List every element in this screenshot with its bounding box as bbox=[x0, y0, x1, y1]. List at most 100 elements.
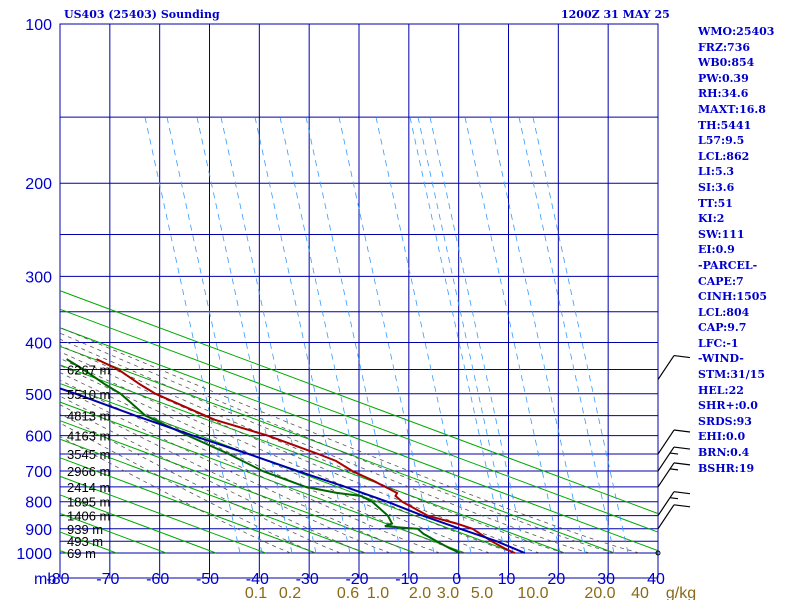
index-panel: WMO:25403 FRZ:736 WB0:854 PW:0.39 RH:34.6 MAX… bbox=[698, 24, 798, 476]
height-label: 2414 m bbox=[67, 480, 110, 495]
barb-flag bbox=[673, 462, 691, 466]
dry-adiabat bbox=[60, 364, 565, 554]
temperature-tick-label: -30 bbox=[296, 571, 319, 588]
dry-adiabat bbox=[60, 420, 416, 554]
wind-barb bbox=[655, 550, 661, 556]
barb-shaft bbox=[657, 355, 675, 380]
mixing-ratio-line bbox=[196, 117, 293, 554]
barb-flag bbox=[673, 354, 691, 359]
moist-adiabat bbox=[60, 436, 291, 554]
moist-adiabat bbox=[60, 372, 466, 554]
index-item: CAP:9.7 bbox=[698, 321, 747, 335]
wind-barb bbox=[657, 446, 691, 472]
pressure-tick-label: 1000 bbox=[16, 546, 52, 563]
mixing-ratio-line bbox=[254, 117, 351, 554]
index-item: LFC:-1 bbox=[698, 336, 739, 350]
index-item: LCL:862 bbox=[698, 149, 750, 163]
index-item: -PARCEL- bbox=[698, 258, 758, 272]
mixing-ratio-label: 20.0 bbox=[584, 585, 615, 600]
dry-adiabat bbox=[60, 308, 658, 533]
dry-adiabat bbox=[60, 401, 466, 554]
temperature-tick-label: 40 bbox=[647, 571, 665, 588]
temperature-tick-label: -50 bbox=[196, 571, 219, 588]
mixing-ratio-line bbox=[429, 117, 526, 554]
index-item: EHI:0.0 bbox=[698, 430, 746, 444]
height-label: 4813 m bbox=[67, 409, 110, 424]
mixing-ratio-label: 0.2 bbox=[279, 585, 301, 600]
index-item: WB0:854 bbox=[698, 56, 755, 70]
parcel-line bbox=[60, 387, 526, 554]
height-label: 6267 m bbox=[67, 363, 110, 378]
index-item: KI:2 bbox=[698, 212, 725, 226]
mixing-ratio-label: 0.1 bbox=[245, 585, 267, 600]
index-item: EI:0.9 bbox=[698, 243, 735, 257]
mixing-ratio-line bbox=[489, 117, 586, 554]
wind-barbs bbox=[655, 354, 691, 556]
dry-adiabat bbox=[60, 438, 366, 554]
wind-barb bbox=[657, 491, 691, 516]
height-label: 2966 m bbox=[67, 464, 110, 479]
mixing-ratio-line bbox=[464, 117, 561, 554]
height-label: 69 m bbox=[67, 546, 96, 561]
barb-shaft bbox=[657, 491, 675, 516]
mixing-ratio-line bbox=[144, 117, 241, 554]
dry-adiabat bbox=[60, 327, 658, 552]
moist-adiabat bbox=[60, 351, 540, 554]
pressure-tick-label: 700 bbox=[25, 464, 52, 481]
barb-shaft bbox=[657, 504, 675, 530]
mixing-ratio-unit: g/kg bbox=[666, 585, 696, 600]
mixing-ratio-label: 5.0 bbox=[471, 585, 493, 600]
index-item: LI:5.3 bbox=[698, 165, 735, 179]
mixing-ratio-line bbox=[220, 117, 317, 554]
barb-shaft bbox=[657, 429, 675, 455]
index-item: MAXT:16.8 bbox=[698, 102, 766, 116]
height-label: 493 m bbox=[67, 534, 103, 549]
height-label: 1406 m bbox=[67, 509, 110, 524]
grid bbox=[59, 23, 659, 579]
barb-flag bbox=[673, 429, 691, 433]
pressure-tick-label: 400 bbox=[25, 335, 52, 352]
dry-adiabat bbox=[60, 290, 658, 515]
moist-adiabat bbox=[60, 338, 590, 554]
barb-flag bbox=[673, 504, 691, 508]
moist-adiabat bbox=[60, 387, 416, 554]
pressure-tick-label: 200 bbox=[25, 176, 52, 193]
moist-adiabat bbox=[60, 344, 565, 554]
index-item: LCL:804 bbox=[698, 305, 750, 319]
pressure-tick-label: 500 bbox=[25, 387, 52, 404]
temperature-tick-label: -70 bbox=[96, 571, 119, 588]
index-item: RH:34.6 bbox=[698, 87, 749, 101]
temperature-line bbox=[96, 358, 516, 554]
dry-adiabat bbox=[0, 24, 17, 553]
temperature-tick-label: -80 bbox=[46, 571, 69, 588]
mixing-ratio-line bbox=[417, 117, 514, 554]
pressure-tick-label: 600 bbox=[25, 429, 52, 446]
index-item: SHR+:0.0 bbox=[698, 399, 758, 413]
moist-adiabat bbox=[60, 379, 441, 554]
index-item: STM:31/15 bbox=[698, 368, 765, 382]
mixing-ratio-label: 1.0 bbox=[367, 585, 389, 600]
chart-time: 1200Z 31 MAY 25 bbox=[561, 8, 670, 21]
index-item: CAPE:7 bbox=[698, 274, 744, 288]
pressure-tick-label: 900 bbox=[25, 522, 52, 539]
index-item: TH:5441 bbox=[698, 118, 752, 132]
barb-shaft bbox=[657, 462, 675, 488]
index-item: -WIND- bbox=[698, 352, 744, 366]
barb-half bbox=[669, 468, 679, 471]
barb-shaft bbox=[657, 446, 675, 472]
temperature-tick-label: -20 bbox=[345, 571, 368, 588]
index-item: HEL:22 bbox=[698, 383, 744, 397]
mixing-ratio-line bbox=[305, 117, 402, 554]
mixing-ratio-line bbox=[409, 117, 506, 554]
temperature-tick-label: -10 bbox=[395, 571, 418, 588]
pressure-tick-label: 300 bbox=[25, 269, 52, 286]
temperature-tick-label: -40 bbox=[246, 571, 269, 588]
mixing-ratio-label: 0.6 bbox=[337, 585, 359, 600]
mixing-ratio-line bbox=[166, 117, 263, 554]
barb-flag bbox=[673, 446, 691, 450]
index-item: WMO:25403 bbox=[698, 25, 775, 38]
height-label: 3545 m bbox=[67, 447, 110, 462]
barb-half bbox=[669, 497, 679, 500]
barb-half bbox=[669, 452, 679, 455]
